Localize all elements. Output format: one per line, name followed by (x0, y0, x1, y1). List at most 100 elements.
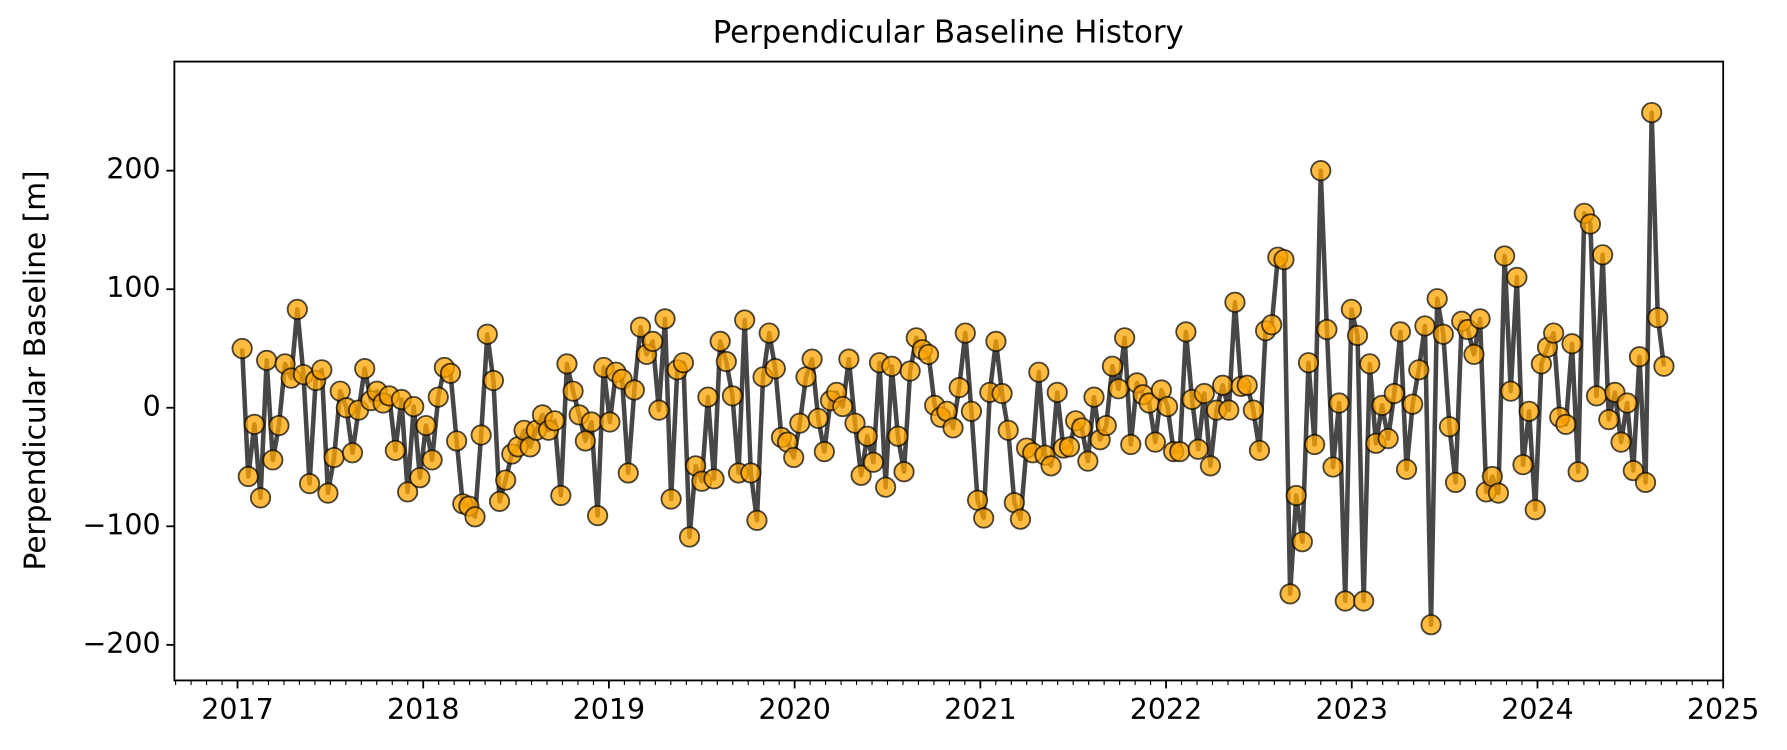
data-point (580, 411, 603, 433)
data-point (1438, 416, 1461, 438)
data-point (1353, 590, 1375, 612)
data-point (1487, 482, 1510, 504)
data-point (1628, 346, 1651, 368)
data-point (384, 439, 406, 462)
data-point (286, 298, 308, 320)
data-point (985, 330, 1007, 352)
data-point (354, 358, 376, 380)
y-tick-label: −200 (82, 627, 160, 660)
data-point (697, 386, 719, 408)
x-tick-label: 2024 (1501, 693, 1574, 726)
data-point (403, 395, 425, 418)
data-point (838, 348, 860, 370)
data-point (1273, 248, 1295, 271)
data-point (850, 464, 872, 486)
data-point (1297, 352, 1320, 374)
data-point (562, 380, 584, 402)
x-tick-label: 2021 (944, 693, 1017, 726)
data-point (1389, 321, 1412, 343)
data-point (1408, 359, 1430, 381)
x-tick-label: 2022 (1130, 693, 1203, 726)
data-point (1334, 590, 1356, 612)
data-point (1328, 392, 1350, 414)
data-point (1377, 427, 1399, 450)
data-point (1193, 382, 1215, 405)
data-point (997, 419, 1019, 441)
data-point (899, 360, 921, 382)
data-point (746, 509, 768, 531)
data-point (715, 350, 737, 373)
data-point (801, 348, 823, 370)
data-point (734, 309, 756, 331)
data-point (954, 322, 976, 344)
data-point (1647, 307, 1669, 329)
data-point (807, 407, 829, 430)
data-point (875, 476, 897, 498)
y-tick-label: −100 (82, 508, 160, 541)
data-point (783, 446, 805, 469)
data-point (642, 330, 664, 352)
data-point (495, 469, 517, 491)
data-point (1543, 322, 1565, 344)
data-point (1310, 160, 1332, 182)
data-point (256, 349, 278, 371)
data-point (844, 412, 866, 434)
data-point (1279, 583, 1301, 605)
x-tick-label: 2025 (1687, 693, 1760, 726)
data-point (317, 482, 339, 504)
data-point (1463, 343, 1485, 366)
data-point (1322, 456, 1344, 478)
data-point (856, 425, 878, 447)
data-point (991, 382, 1013, 405)
data-point (862, 451, 884, 473)
data-point (942, 417, 964, 439)
data-point (1518, 400, 1540, 422)
y-tick-label: 200 (106, 153, 160, 186)
data-point (409, 467, 431, 489)
data-point (1218, 399, 1240, 421)
data-point (1579, 213, 1601, 235)
data-point (550, 484, 572, 507)
data-point (1040, 455, 1062, 477)
data-point (262, 449, 284, 471)
data-point (789, 412, 811, 434)
data-point (623, 379, 645, 401)
y-tick-label: 100 (106, 271, 160, 304)
data-point (446, 430, 468, 452)
x-tick-label: 2019 (573, 693, 646, 726)
data-point (323, 446, 345, 469)
data-point (1653, 355, 1675, 377)
data-point (1500, 380, 1522, 402)
data-point (1107, 378, 1130, 400)
data-point (1304, 433, 1326, 456)
data-point (1291, 531, 1313, 553)
data-point (249, 487, 272, 509)
data-point (740, 462, 762, 484)
data-point (1634, 471, 1657, 494)
x-tick-label: 2023 (1316, 693, 1389, 726)
data-point (887, 425, 909, 447)
data-point (231, 337, 253, 360)
data-point (1083, 386, 1105, 408)
data-point (881, 355, 903, 377)
data-point (470, 424, 492, 446)
data-point (1494, 245, 1516, 267)
data-point (948, 377, 970, 399)
data-point (758, 322, 780, 344)
data-point (1567, 461, 1589, 483)
data-point (721, 385, 744, 407)
data-point (587, 505, 609, 527)
data-point (311, 359, 333, 381)
data-point (427, 386, 449, 408)
data-point (341, 442, 364, 464)
data-point (1585, 385, 1608, 407)
data-point (703, 468, 725, 490)
data-point (1383, 382, 1405, 405)
data-point (1359, 353, 1381, 375)
y-tick-label: 0 (143, 390, 161, 423)
data-point (1095, 414, 1117, 437)
data-point (960, 400, 983, 422)
data-point (617, 462, 639, 484)
data-point (421, 449, 443, 471)
